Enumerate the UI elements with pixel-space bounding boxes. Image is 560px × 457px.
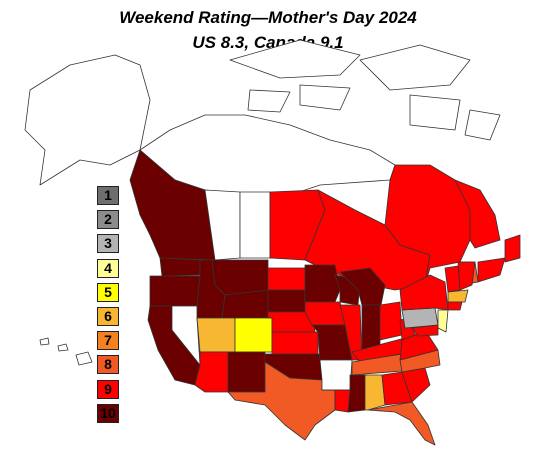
region-indiana: Indiana xyxy=(361,304,381,351)
legend-swatch xyxy=(97,306,119,326)
region-south-dakota: South Dakota xyxy=(267,289,306,313)
legend-label: 3 xyxy=(104,235,112,252)
legend-label: 7 xyxy=(104,332,112,349)
legend-swatch xyxy=(97,258,119,278)
legend-item: 3 xyxy=(97,234,123,258)
legend-swatch xyxy=(97,331,119,351)
region-iowa: Iowa xyxy=(304,301,346,326)
legend-item: 1 xyxy=(97,186,123,210)
legend-label: 8 xyxy=(104,356,112,373)
region-north-dakota: North Dakota xyxy=(267,267,306,291)
map-title: Weekend Rating—Mother's Day 2024 xyxy=(119,8,417,27)
legend-label: 10 xyxy=(100,404,116,421)
legend-label: 2 xyxy=(104,211,112,228)
legend-item: 5 xyxy=(97,282,123,307)
region-ohio: Ohio xyxy=(379,301,403,341)
legend-swatch xyxy=(97,403,119,423)
arctic-islands xyxy=(229,39,501,141)
region-pennsylvania: Pennsylvania xyxy=(401,307,439,329)
legend-swatch xyxy=(97,234,119,254)
legend-swatch xyxy=(97,355,119,375)
legend-item: 2 xyxy=(97,210,123,234)
legend-label: 4 xyxy=(104,259,112,276)
region-newfoundland-labrador: Newfoundland/Labrador xyxy=(454,179,521,263)
region-new-mexico: New Mexico xyxy=(227,351,266,393)
region-nevada: Nevada xyxy=(171,305,201,366)
region-saskatchewan: Saskatchewan xyxy=(239,191,271,259)
region-connecticut: Connecticut xyxy=(447,301,463,311)
legend-swatch xyxy=(97,282,119,302)
region-mississippi: Mississippi xyxy=(347,374,366,413)
region-louisiana: Louisiana xyxy=(321,389,351,413)
legend-label: 1 xyxy=(104,187,112,203)
legend-item: 10 xyxy=(97,403,123,428)
region-arkansas: Arkansas xyxy=(319,359,353,391)
legend-label: 9 xyxy=(104,380,112,397)
region-colorado: Colorado xyxy=(234,317,273,353)
region-oregon: Oregon xyxy=(149,275,201,307)
region-kansas: Kansas xyxy=(271,331,319,355)
region-alaska: Alaska xyxy=(24,54,151,186)
region-minnesota: Minnesota xyxy=(304,264,341,303)
region-arizona: Arizona xyxy=(194,351,229,393)
region-florida: Florida xyxy=(367,401,436,446)
region-wyoming: Wyoming xyxy=(221,289,269,319)
rating-legend: 1 2 3 4 5 6 7 8 9 10 xyxy=(97,186,123,428)
legend-swatch xyxy=(97,379,119,399)
region-montana: Montana xyxy=(211,259,269,296)
legend-swatch xyxy=(97,186,119,205)
region-vermont-new-hampshire: Vermont/New Hampshire xyxy=(444,265,461,293)
legend-label: 5 xyxy=(104,283,112,300)
region-maine: Maine xyxy=(457,261,476,291)
region-illinois: Illinois xyxy=(339,304,363,361)
region-nova-scotia: Nova Scotia xyxy=(477,257,506,283)
legend-item: 6 xyxy=(97,306,123,331)
legend-item: 4 xyxy=(97,258,123,283)
region-massachusetts: Massachusetts xyxy=(447,289,469,303)
region-maryland: Maryland xyxy=(411,324,439,337)
legend-label: 6 xyxy=(104,307,112,324)
legend-swatch xyxy=(97,210,119,230)
hawaii-islands xyxy=(39,337,93,366)
legend-item: 8 xyxy=(97,355,123,379)
region-new-jersey: New Jersey xyxy=(437,309,449,333)
legend-item: 9 xyxy=(97,379,123,404)
region-utah: Utah xyxy=(196,317,236,353)
region-alabama: Alabama xyxy=(364,374,386,411)
region-washington: Washington xyxy=(159,257,201,277)
legend-item: 7 xyxy=(97,331,123,355)
